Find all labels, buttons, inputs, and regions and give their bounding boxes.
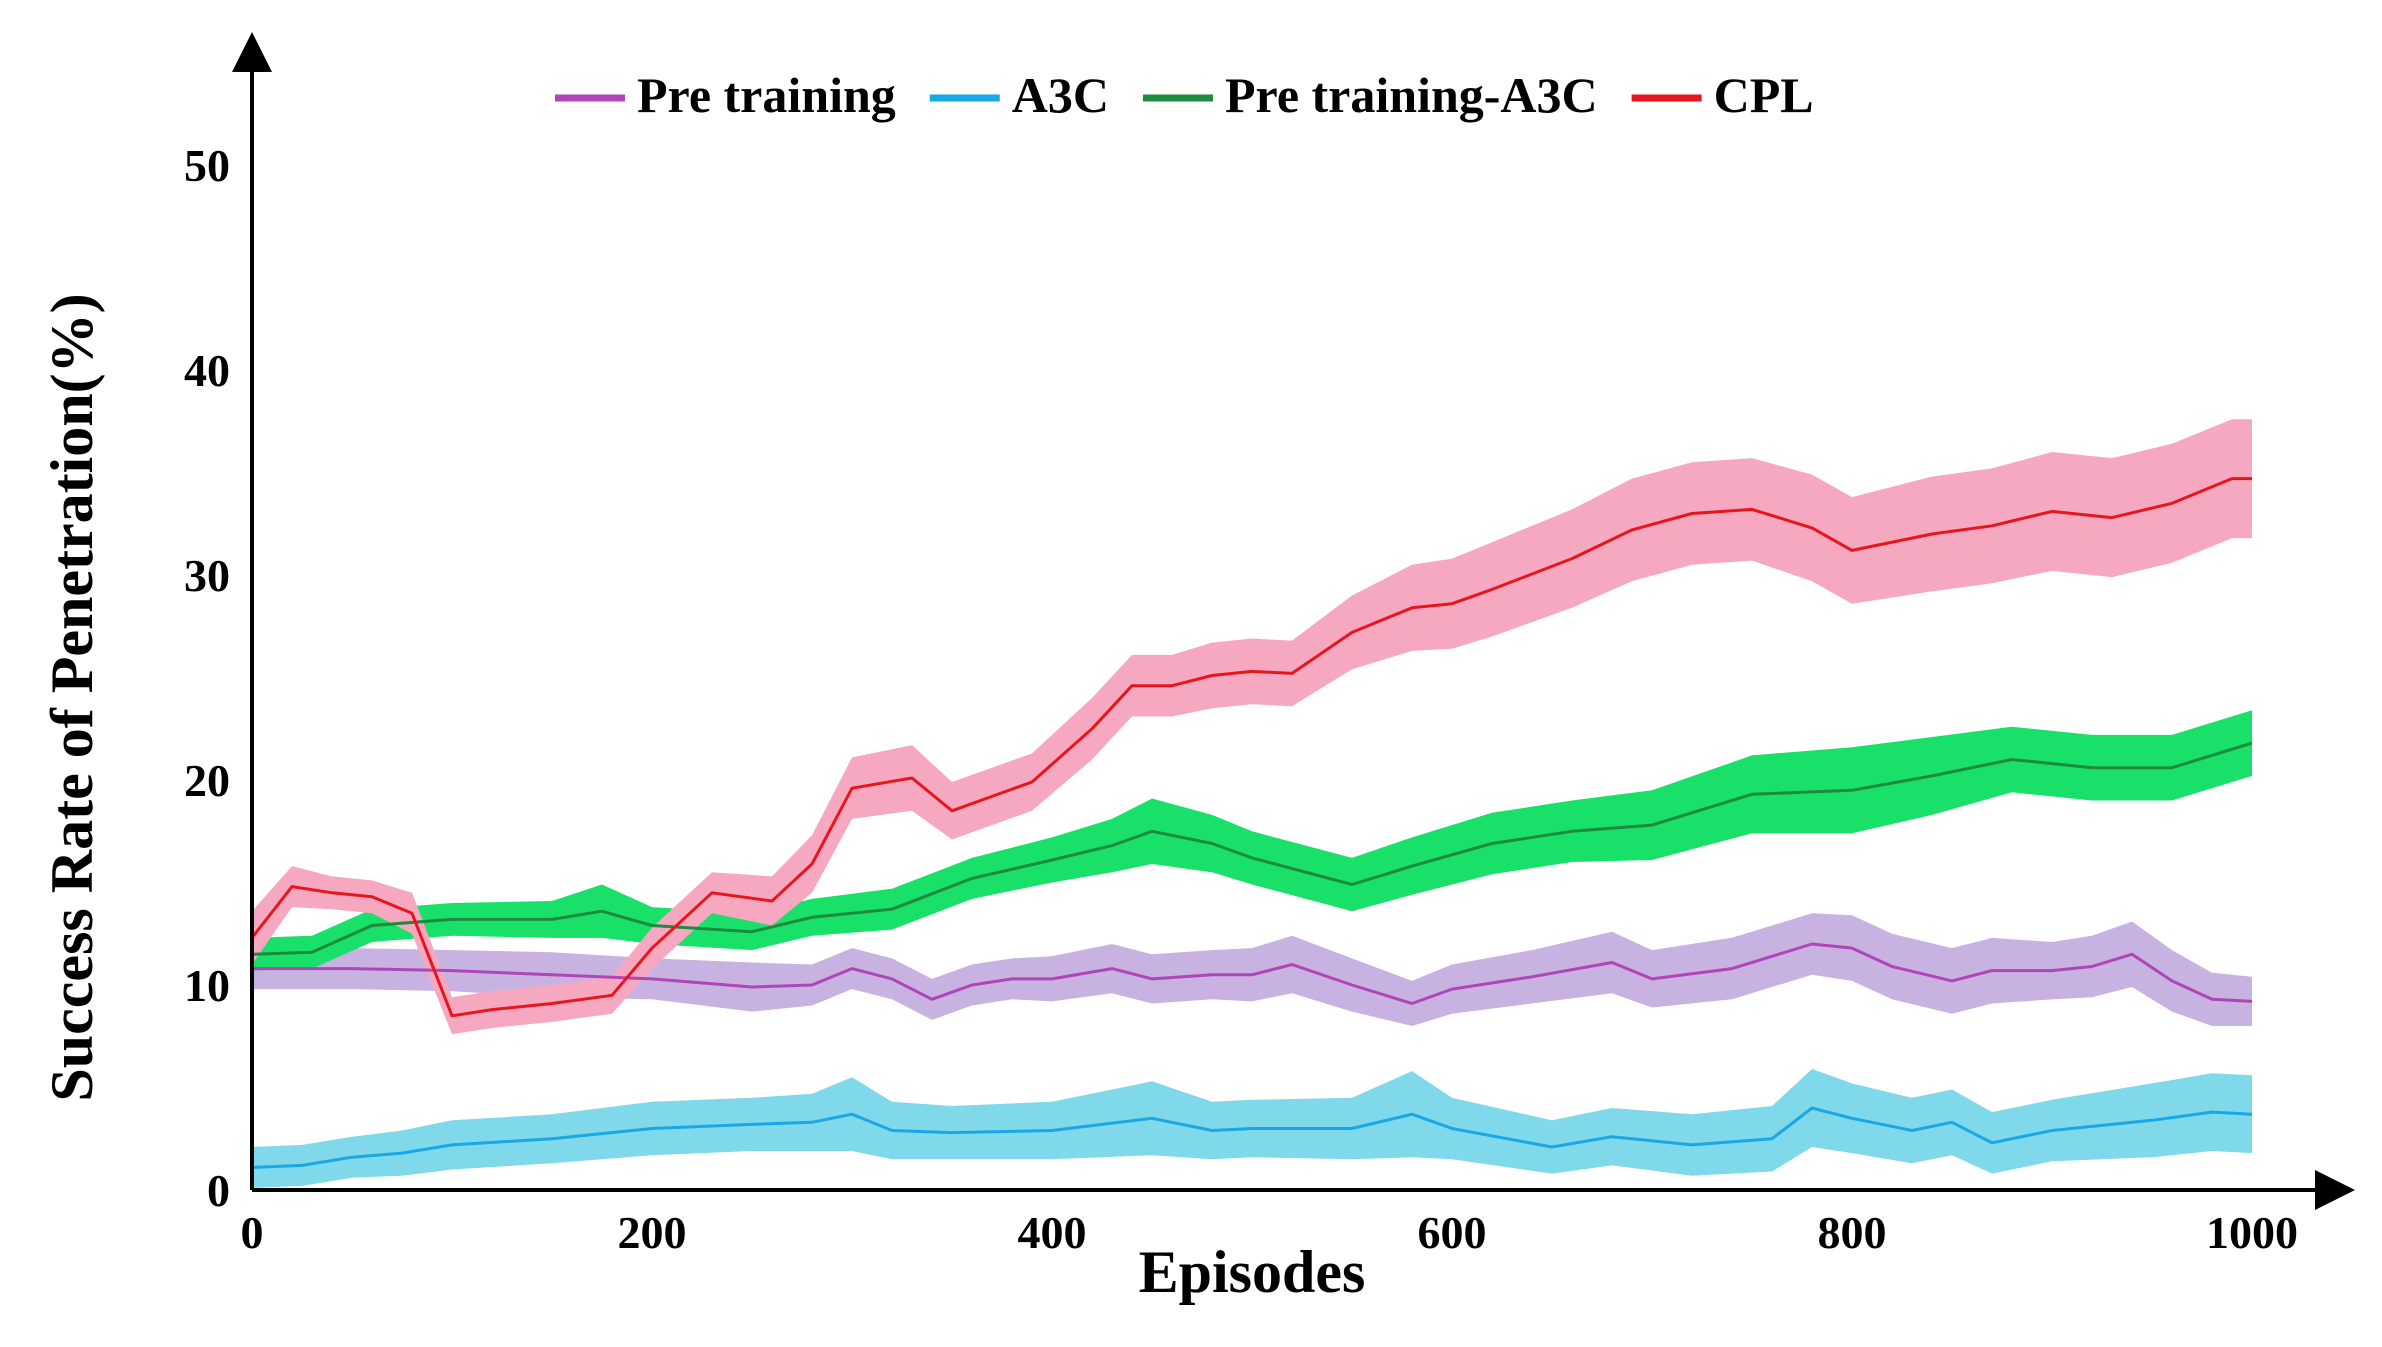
y-tick-label: 50 (184, 140, 230, 191)
band-pre-training (252, 913, 2252, 1026)
y-tick-label: 20 (184, 755, 230, 806)
legend-label: A3C (1012, 67, 1109, 123)
y-axis-title: Success Rate of Penetration(%) (39, 293, 105, 1101)
band-layer (252, 419, 2252, 1188)
x-tick-label: 0 (241, 1207, 264, 1258)
x-tick-label: 800 (1818, 1207, 1887, 1258)
line-layer (250, 477, 2253, 1169)
x-axis-title: Episodes (1139, 1239, 1366, 1305)
band-cpl (252, 419, 2252, 1035)
legend-label: Pre training (637, 67, 896, 123)
y-tick-label: 10 (184, 960, 230, 1011)
series-line-cpl (250, 477, 2252, 1018)
y-tick-label: 40 (184, 345, 230, 396)
band-pre-training-a3c (252, 710, 2252, 971)
legend-label: Pre training-A3C (1225, 67, 1598, 123)
series-line-pre-training-a3c (251, 741, 2253, 956)
series-line-a3c (251, 1106, 2253, 1169)
legend-label: CPL (1714, 67, 1814, 123)
legend: Pre training A3C Pre training-A3C CPL (555, 67, 1814, 123)
x-tick-label: 200 (618, 1207, 687, 1258)
x-tick-label: 600 (1418, 1207, 1487, 1258)
x-tick-label: 400 (1018, 1207, 1087, 1258)
x-tick-label: 1000 (2206, 1207, 2298, 1258)
tick-labels: 0 10 20 30 40 50 0 200 400 600 800 1000 (184, 140, 2298, 1258)
series-line-pre-training (252, 942, 2253, 1005)
y-tick-label: 0 (207, 1165, 230, 1216)
y-tick-label: 30 (184, 550, 230, 601)
axes (232, 32, 2355, 1210)
